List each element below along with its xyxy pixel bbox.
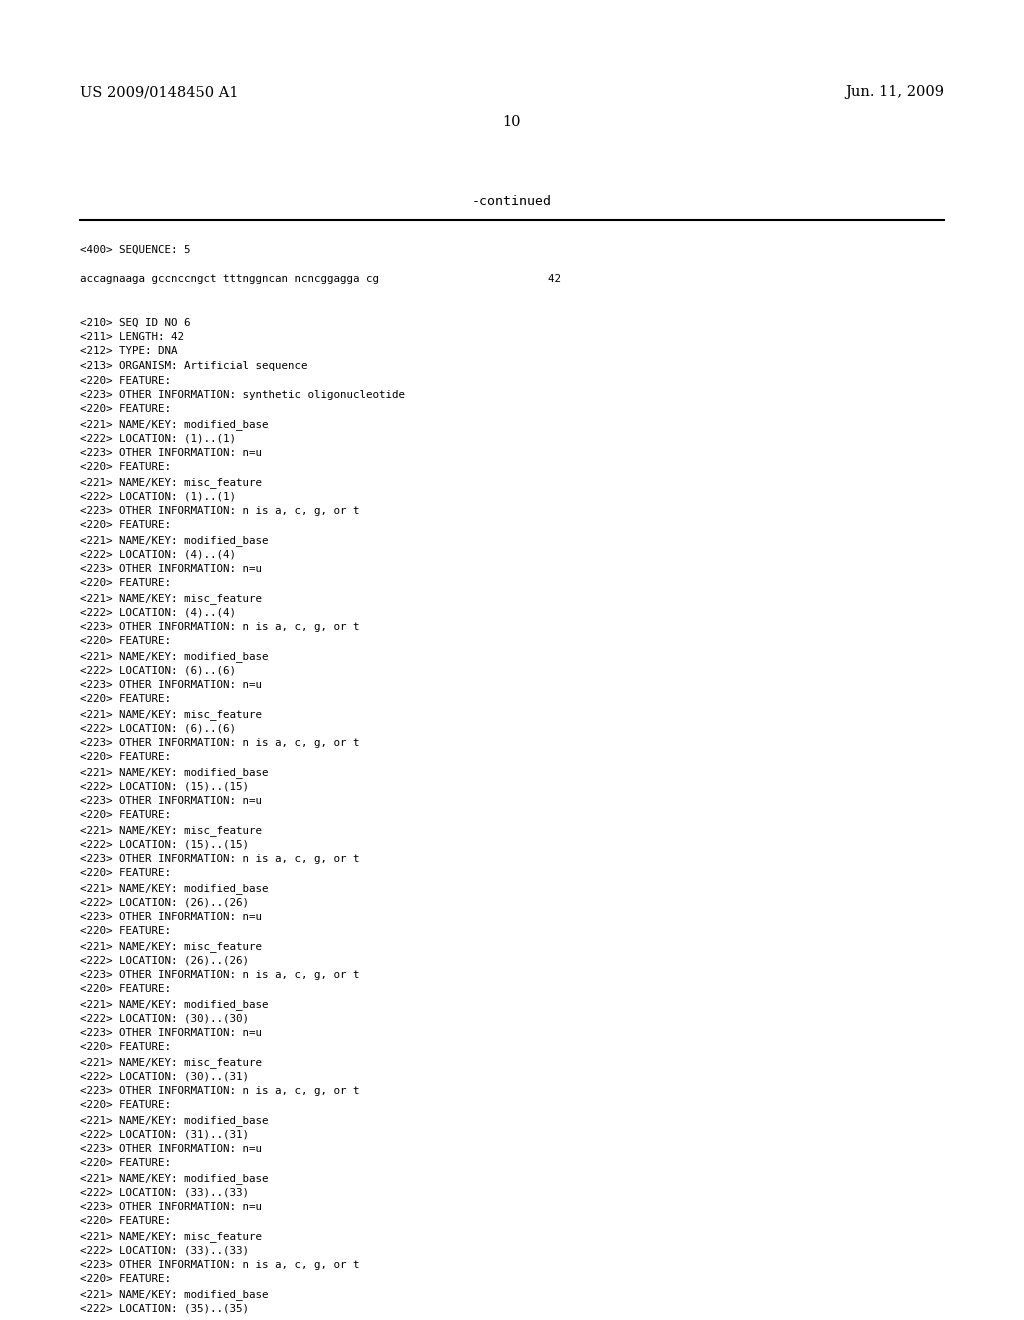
Text: <222> LOCATION: (4)..(4): <222> LOCATION: (4)..(4) xyxy=(80,607,236,618)
Text: <221> NAME/KEY: modified_base: <221> NAME/KEY: modified_base xyxy=(80,1173,268,1184)
Text: <221> NAME/KEY: misc_feature: <221> NAME/KEY: misc_feature xyxy=(80,1232,262,1242)
Text: Jun. 11, 2009: Jun. 11, 2009 xyxy=(845,84,944,99)
Text: <223> OTHER INFORMATION: n is a, c, g, or t: <223> OTHER INFORMATION: n is a, c, g, o… xyxy=(80,738,359,748)
Text: <221> NAME/KEY: misc_feature: <221> NAME/KEY: misc_feature xyxy=(80,941,262,952)
Text: <223> OTHER INFORMATION: n=u: <223> OTHER INFORMATION: n=u xyxy=(80,912,262,921)
Text: <222> LOCATION: (4)..(4): <222> LOCATION: (4)..(4) xyxy=(80,549,236,560)
Text: <220> FEATURE:: <220> FEATURE: xyxy=(80,694,171,705)
Text: <221> NAME/KEY: modified_base: <221> NAME/KEY: modified_base xyxy=(80,651,268,661)
Text: <221> NAME/KEY: modified_base: <221> NAME/KEY: modified_base xyxy=(80,883,268,894)
Text: <220> FEATURE:: <220> FEATURE: xyxy=(80,404,171,414)
Text: <220> FEATURE:: <220> FEATURE: xyxy=(80,1043,171,1052)
Text: <221> NAME/KEY: modified_base: <221> NAME/KEY: modified_base xyxy=(80,767,268,777)
Text: <223> OTHER INFORMATION: n is a, c, g, or t: <223> OTHER INFORMATION: n is a, c, g, o… xyxy=(80,1086,359,1096)
Text: <222> LOCATION: (15)..(15): <222> LOCATION: (15)..(15) xyxy=(80,840,249,850)
Text: <220> FEATURE:: <220> FEATURE: xyxy=(80,810,171,821)
Text: <223> OTHER INFORMATION: n is a, c, g, or t: <223> OTHER INFORMATION: n is a, c, g, o… xyxy=(80,854,359,865)
Text: <222> LOCATION: (30)..(31): <222> LOCATION: (30)..(31) xyxy=(80,1072,249,1081)
Text: <222> LOCATION: (1)..(1): <222> LOCATION: (1)..(1) xyxy=(80,491,236,502)
Text: <220> FEATURE:: <220> FEATURE: xyxy=(80,1101,171,1110)
Text: <223> OTHER INFORMATION: n is a, c, g, or t: <223> OTHER INFORMATION: n is a, c, g, o… xyxy=(80,1261,359,1270)
Text: <223> OTHER INFORMATION: n=u: <223> OTHER INFORMATION: n=u xyxy=(80,1203,262,1212)
Text: <222> LOCATION: (26)..(26): <222> LOCATION: (26)..(26) xyxy=(80,956,249,965)
Text: <223> OTHER INFORMATION: n=u: <223> OTHER INFORMATION: n=u xyxy=(80,1028,262,1038)
Text: <220> FEATURE:: <220> FEATURE: xyxy=(80,752,171,763)
Text: <223> OTHER INFORMATION: n=u: <223> OTHER INFORMATION: n=u xyxy=(80,680,262,690)
Text: <223> OTHER INFORMATION: n=u: <223> OTHER INFORMATION: n=u xyxy=(80,796,262,807)
Text: <223> OTHER INFORMATION: n=u: <223> OTHER INFORMATION: n=u xyxy=(80,447,262,458)
Text: <222> LOCATION: (33)..(33): <222> LOCATION: (33)..(33) xyxy=(80,1246,249,1255)
Text: <221> NAME/KEY: misc_feature: <221> NAME/KEY: misc_feature xyxy=(80,477,262,488)
Text: <222> LOCATION: (33)..(33): <222> LOCATION: (33)..(33) xyxy=(80,1188,249,1197)
Text: 10: 10 xyxy=(503,115,521,129)
Text: <222> LOCATION: (1)..(1): <222> LOCATION: (1)..(1) xyxy=(80,433,236,444)
Text: <223> OTHER INFORMATION: n is a, c, g, or t: <223> OTHER INFORMATION: n is a, c, g, o… xyxy=(80,506,359,516)
Text: <221> NAME/KEY: modified_base: <221> NAME/KEY: modified_base xyxy=(80,1290,268,1300)
Text: <220> FEATURE:: <220> FEATURE: xyxy=(80,927,171,936)
Text: <220> FEATURE:: <220> FEATURE: xyxy=(80,1159,171,1168)
Text: <220> FEATURE:: <220> FEATURE: xyxy=(80,578,171,589)
Text: <221> NAME/KEY: misc_feature: <221> NAME/KEY: misc_feature xyxy=(80,709,262,719)
Text: <220> FEATURE:: <220> FEATURE: xyxy=(80,462,171,473)
Text: <212> TYPE: DNA: <212> TYPE: DNA xyxy=(80,346,177,356)
Text: <223> OTHER INFORMATION: n=u: <223> OTHER INFORMATION: n=u xyxy=(80,1144,262,1154)
Text: <222> LOCATION: (6)..(6): <222> LOCATION: (6)..(6) xyxy=(80,723,236,734)
Text: -continued: -continued xyxy=(472,195,552,209)
Text: <222> LOCATION: (15)..(15): <222> LOCATION: (15)..(15) xyxy=(80,781,249,792)
Text: <221> NAME/KEY: misc_feature: <221> NAME/KEY: misc_feature xyxy=(80,593,262,605)
Text: <223> OTHER INFORMATION: n is a, c, g, or t: <223> OTHER INFORMATION: n is a, c, g, o… xyxy=(80,970,359,979)
Text: <220> FEATURE:: <220> FEATURE: xyxy=(80,375,171,385)
Text: <221> NAME/KEY: modified_base: <221> NAME/KEY: modified_base xyxy=(80,1115,268,1126)
Text: <211> LENGTH: 42: <211> LENGTH: 42 xyxy=(80,333,184,342)
Text: <222> LOCATION: (30)..(30): <222> LOCATION: (30)..(30) xyxy=(80,1014,249,1023)
Text: <400> SEQUENCE: 5: <400> SEQUENCE: 5 xyxy=(80,246,190,255)
Text: <221> NAME/KEY: misc_feature: <221> NAME/KEY: misc_feature xyxy=(80,825,262,836)
Text: <220> FEATURE:: <220> FEATURE: xyxy=(80,1275,171,1284)
Text: <221> NAME/KEY: modified_base: <221> NAME/KEY: modified_base xyxy=(80,418,268,430)
Text: <222> LOCATION: (31)..(31): <222> LOCATION: (31)..(31) xyxy=(80,1130,249,1139)
Text: accagnaaga gccnccngct tttnggncan ncncggagga cg                          42: accagnaaga gccnccngct tttnggncan ncncgga… xyxy=(80,275,561,284)
Text: <221> NAME/KEY: modified_base: <221> NAME/KEY: modified_base xyxy=(80,535,268,546)
Text: <220> FEATURE:: <220> FEATURE: xyxy=(80,869,171,879)
Text: <220> FEATURE:: <220> FEATURE: xyxy=(80,636,171,647)
Text: <220> FEATURE:: <220> FEATURE: xyxy=(80,520,171,531)
Text: <223> OTHER INFORMATION: n is a, c, g, or t: <223> OTHER INFORMATION: n is a, c, g, o… xyxy=(80,622,359,632)
Text: <223> OTHER INFORMATION: n=u: <223> OTHER INFORMATION: n=u xyxy=(80,564,262,574)
Text: US 2009/0148450 A1: US 2009/0148450 A1 xyxy=(80,84,239,99)
Text: <210> SEQ ID NO 6: <210> SEQ ID NO 6 xyxy=(80,318,190,327)
Text: <220> FEATURE:: <220> FEATURE: xyxy=(80,985,171,994)
Text: <220> FEATURE:: <220> FEATURE: xyxy=(80,1217,171,1226)
Text: <222> LOCATION: (35)..(35): <222> LOCATION: (35)..(35) xyxy=(80,1304,249,1313)
Text: <221> NAME/KEY: misc_feature: <221> NAME/KEY: misc_feature xyxy=(80,1057,262,1068)
Text: <222> LOCATION: (6)..(6): <222> LOCATION: (6)..(6) xyxy=(80,665,236,676)
Text: <223> OTHER INFORMATION: synthetic oligonucleotide: <223> OTHER INFORMATION: synthetic oligo… xyxy=(80,389,406,400)
Text: <213> ORGANISM: Artificial sequence: <213> ORGANISM: Artificial sequence xyxy=(80,360,307,371)
Text: <222> LOCATION: (26)..(26): <222> LOCATION: (26)..(26) xyxy=(80,898,249,908)
Text: <221> NAME/KEY: modified_base: <221> NAME/KEY: modified_base xyxy=(80,999,268,1010)
